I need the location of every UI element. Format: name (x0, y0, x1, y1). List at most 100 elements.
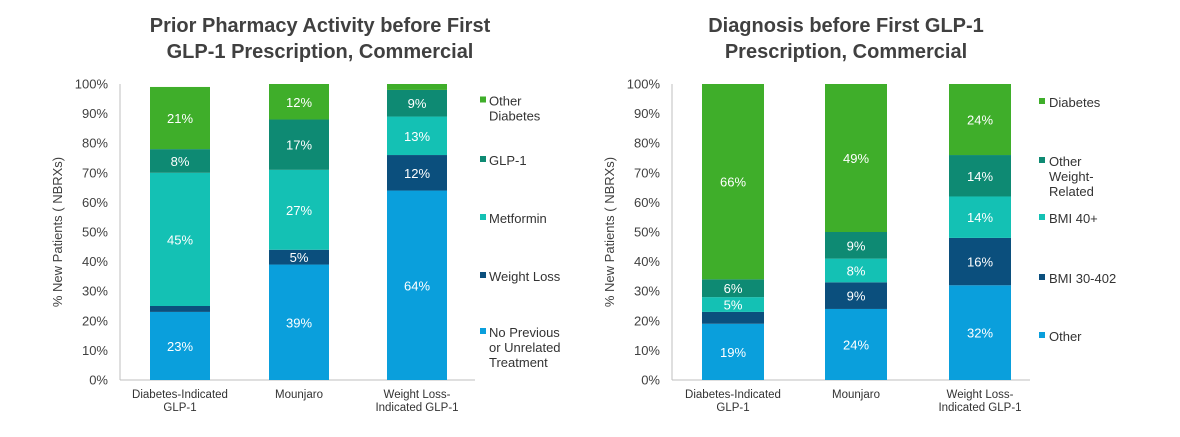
y-tick-label: 80% (82, 136, 108, 151)
legend-label: Other (489, 94, 522, 109)
data-label: 13% (404, 129, 430, 144)
bar-segment (702, 311, 764, 324)
bar-segment (387, 155, 447, 191)
legend-label: BMI 30-402 (1049, 271, 1116, 286)
data-label: 23% (167, 339, 193, 354)
data-label: 9% (847, 289, 866, 304)
bar-segment (269, 169, 329, 250)
bar-segment (387, 116, 447, 156)
y-tick-label: 60% (82, 195, 108, 210)
bar-segment (269, 264, 329, 380)
bar-segment (387, 89, 447, 117)
legend-swatch (1039, 332, 1045, 338)
legend-label: Weight Loss (489, 269, 561, 284)
x-category-label: Diabetes-Indicated (685, 389, 781, 401)
legend-swatch (480, 328, 486, 334)
data-label: 8% (171, 154, 190, 169)
y-tick-label: 90% (82, 106, 108, 121)
legend-label: Diabetes (489, 109, 541, 124)
legend-label: Related (1049, 184, 1094, 199)
chart-title-line: Prescription, Commercial (725, 41, 967, 63)
y-tick-label: 90% (634, 106, 660, 121)
y-tick-label: 40% (634, 254, 660, 269)
x-category-label: Weight Loss- (384, 389, 451, 401)
bar-segment (702, 297, 764, 312)
y-tick-label: 70% (82, 165, 108, 180)
bar-segment (949, 285, 1011, 380)
data-label: 49% (843, 151, 869, 166)
bar-segment (949, 196, 1011, 238)
bar-segment (702, 279, 764, 298)
legend-swatch (1039, 157, 1045, 163)
data-label: 66% (720, 175, 746, 190)
y-tick-label: 80% (634, 136, 660, 151)
y-tick-label: 100% (627, 77, 661, 92)
y-axis-label: % New Patients ( NBRXs) (50, 157, 65, 307)
data-label: 16% (967, 255, 993, 270)
legend-label: GLP-1 (489, 153, 527, 168)
chart-title-line: Diagnosis before First GLP-1 (708, 15, 984, 37)
bar-segment (949, 84, 1011, 156)
legend-label: Metformin (489, 211, 547, 226)
x-category-label: GLP-1 (716, 402, 749, 414)
data-label: 14% (967, 210, 993, 225)
data-label: 9% (408, 96, 427, 111)
y-tick-label: 10% (634, 343, 660, 358)
x-category-label: GLP-1 (163, 402, 196, 414)
x-category-label: Indicated GLP-1 (938, 402, 1021, 414)
y-tick-label: 40% (82, 254, 108, 269)
data-label: 12% (286, 95, 312, 110)
bar-segment (150, 172, 210, 306)
data-label: 19% (720, 345, 746, 360)
y-tick-label: 10% (82, 343, 108, 358)
bar-segment (387, 190, 447, 380)
bar-segment (825, 232, 887, 259)
legend-label: Other (1049, 329, 1082, 344)
data-label: 17% (286, 138, 312, 153)
data-label: 14% (967, 169, 993, 184)
y-tick-label: 60% (634, 195, 660, 210)
legend-label: Diabetes (1049, 95, 1101, 110)
y-tick-label: 50% (82, 225, 108, 240)
x-category-label: Mounjaro (832, 389, 880, 401)
chart-title-line: GLP-1 Prescription, Commercial (167, 41, 474, 63)
data-label: 5% (290, 250, 309, 265)
x-category-label: Weight Loss- (947, 389, 1014, 401)
y-tick-label: 0% (641, 373, 660, 388)
legend-swatch (1039, 214, 1045, 220)
bar-segment (269, 84, 329, 120)
data-label: 9% (847, 238, 866, 253)
bar-segment (150, 311, 210, 380)
data-label: 45% (167, 232, 193, 247)
bar-segment (825, 258, 887, 283)
y-tick-label: 0% (89, 373, 108, 388)
y-tick-label: 20% (634, 313, 660, 328)
data-label: 32% (967, 326, 993, 341)
bar-segment (150, 306, 210, 312)
bar-segment (949, 155, 1011, 197)
legend-label: No Previous (489, 325, 560, 340)
legend-swatch (480, 214, 486, 220)
x-category-label: Diabetes-Indicated (132, 389, 228, 401)
bar-segment (150, 149, 210, 173)
bar-segment (825, 84, 887, 232)
legend-label: Treatment (489, 355, 548, 370)
data-label: 5% (724, 298, 743, 313)
y-tick-label: 100% (75, 77, 109, 92)
bar-segment (702, 84, 764, 280)
y-tick-label: 30% (82, 284, 108, 299)
x-category-label: Indicated GLP-1 (375, 402, 458, 414)
bar-segment (825, 282, 887, 309)
legend-swatch (480, 156, 486, 162)
bar-segment (702, 323, 764, 380)
legend-label: Weight- (1049, 169, 1094, 184)
bar-segment (269, 249, 329, 265)
data-label: 12% (404, 166, 430, 181)
data-label: 24% (967, 113, 993, 128)
legend-label: or Unrelated (489, 340, 561, 355)
data-label: 64% (404, 278, 430, 293)
legend-label: BMI 40+ (1049, 211, 1098, 226)
bar-segment (825, 308, 887, 380)
data-label: 39% (286, 315, 312, 330)
